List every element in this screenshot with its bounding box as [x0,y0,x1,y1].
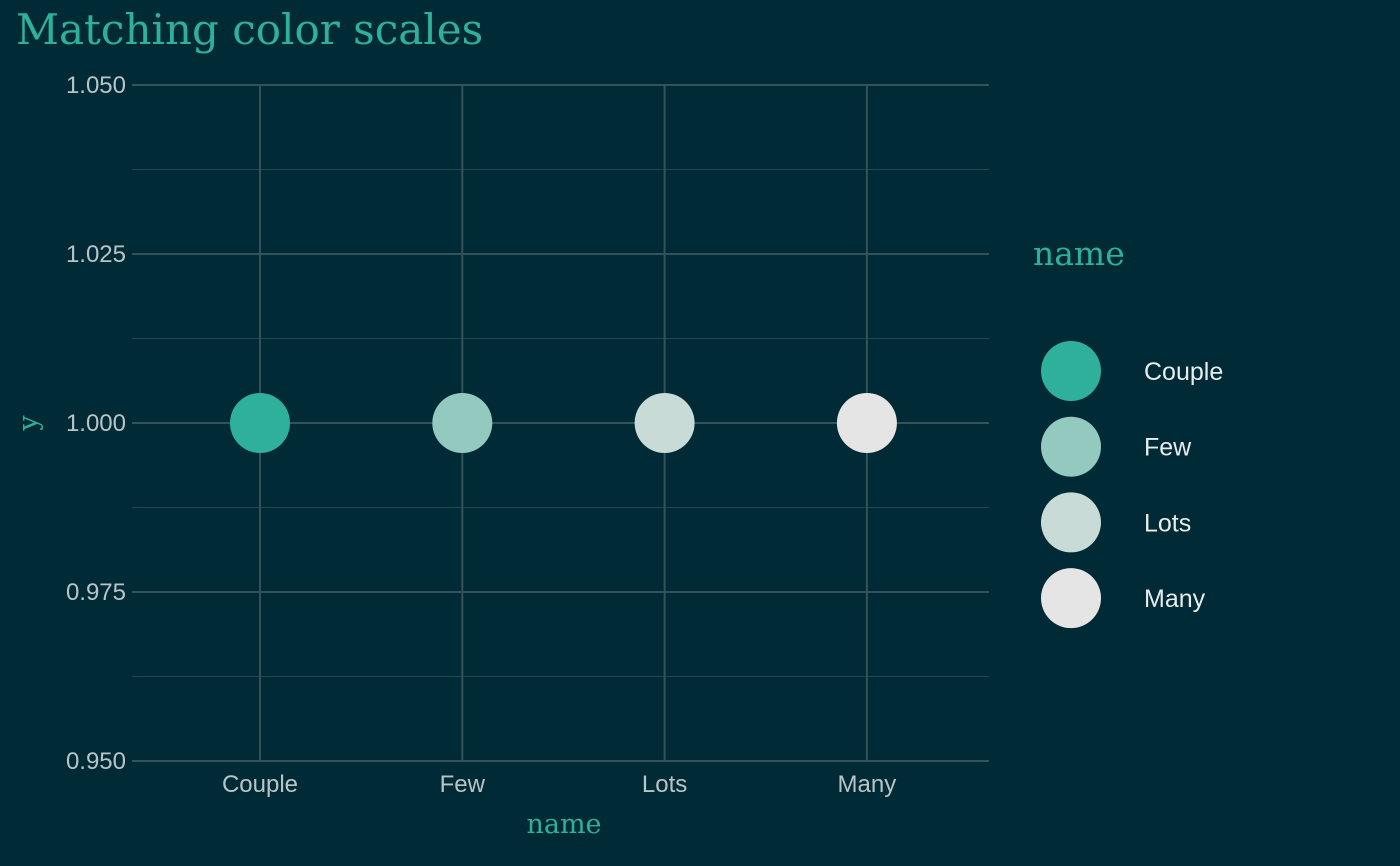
y-axis-label: y [13,415,44,432]
legend-label: Few [1144,434,1192,462]
points-layer [230,393,897,453]
axis-layer: 0.950 0.975 1.000 1.025 1.050 Couple Few Lots Ma… [66,72,896,798]
x-tick-label: Many [838,771,897,798]
legend: name Couple Few Lots Many [1033,234,1223,629]
x-tick-label: Few [440,771,486,798]
x-tick-label: Couple [222,771,298,798]
legend-label: Lots [1144,509,1191,537]
data-point [432,393,493,453]
legend-label: Many [1144,585,1206,613]
data-point [634,393,695,453]
legend-label: Couple [1144,358,1223,386]
legend-swatch [1041,492,1101,553]
y-tick-label: 1.000 [66,410,126,437]
legend-title: name [1033,234,1125,273]
data-point [230,393,290,453]
y-tick-label: 1.050 [66,72,126,99]
legend-swatch [1041,341,1101,401]
x-tick-label: Lots [642,771,687,798]
y-tick-label: 1.025 [66,241,126,268]
legend-swatch [1041,568,1101,629]
data-point [836,393,897,453]
y-tick-label: 0.975 [66,579,126,606]
legend-swatch [1041,416,1101,477]
x-axis-label: name [526,809,601,840]
legend-items: Couple Few Lots Many [1041,341,1223,629]
y-tick-label: 0.950 [66,748,126,775]
chart-title: Matching color scales [16,5,483,54]
